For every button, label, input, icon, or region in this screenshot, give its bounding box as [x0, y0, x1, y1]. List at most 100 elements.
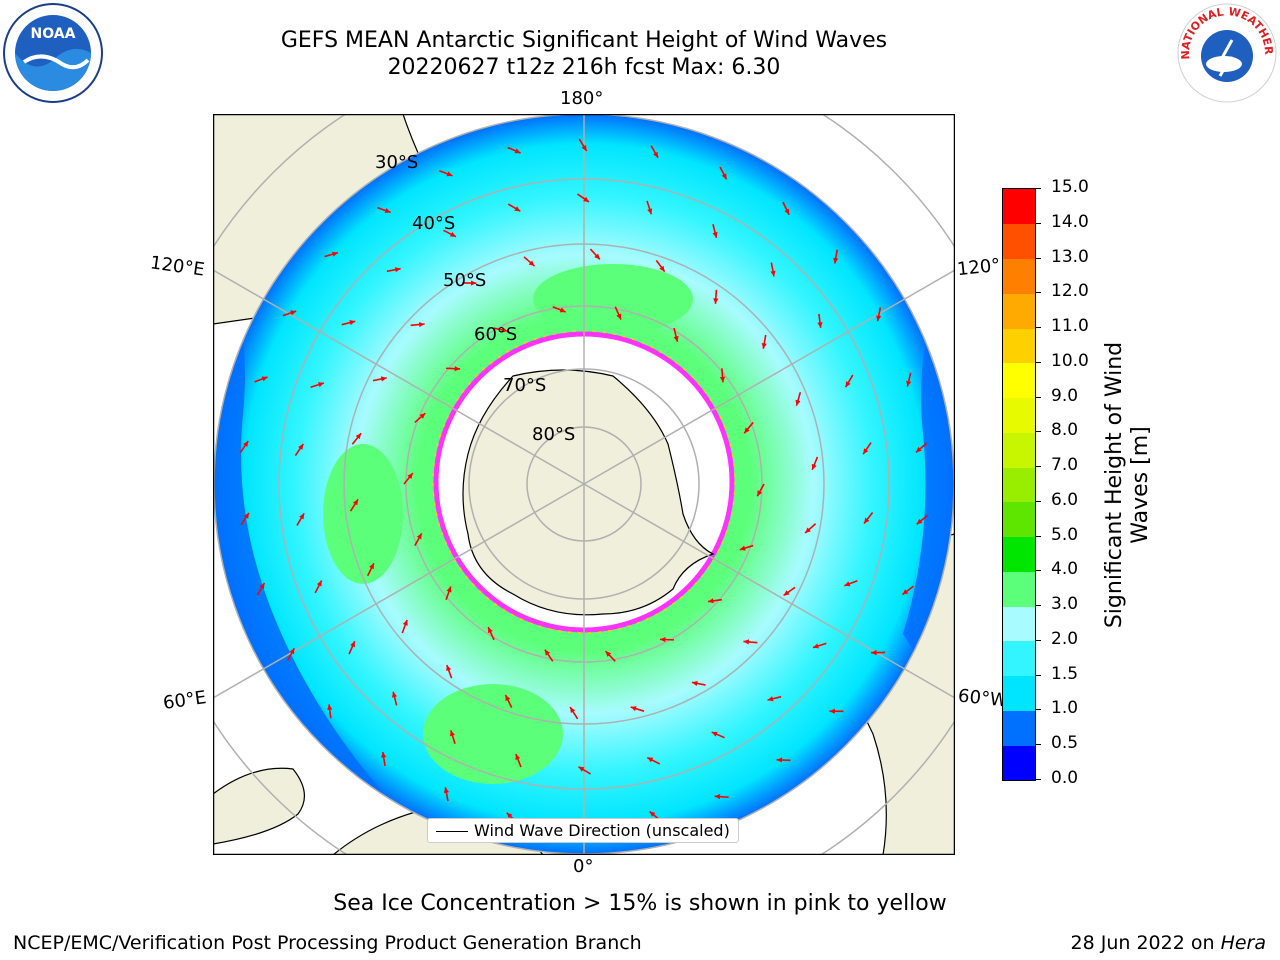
- wind-arrow-head: [757, 490, 763, 497]
- colorbar-segment: [1003, 675, 1035, 711]
- colorbar-tick-label: 7.0: [1051, 455, 1079, 476]
- wind-arrow-head: [506, 812, 513, 819]
- chart-subtitle: 20220627 t12z 216h fcst Max: 6.30: [387, 55, 781, 80]
- colorbar-tick-mark: [1035, 222, 1041, 224]
- sea-ice-note: Sea Ice Concentration > 15% is shown in …: [333, 891, 947, 916]
- colorbar-tick-label: 2.0: [1051, 628, 1079, 649]
- wind-arrow-head: [581, 145, 587, 152]
- wind-arrow-head: [630, 706, 637, 712]
- wind-arrow-head: [350, 641, 355, 648]
- wind-arrow-head: [583, 196, 590, 202]
- wind-arrow-head: [369, 563, 374, 570]
- colorbar-segment: [1003, 745, 1035, 781]
- wind-arrow-head: [355, 433, 362, 440]
- legend-label: Wind Wave Direction (unscaled): [474, 821, 730, 840]
- colorbar-tick-mark: [1035, 500, 1041, 502]
- colorbar-tick-label: 1.0: [1051, 698, 1079, 719]
- wind-arrow-head: [544, 649, 551, 656]
- colorbar-label-line1: Significant Height of Wind: [1102, 341, 1127, 629]
- wind-arrow-head: [352, 499, 359, 506]
- wind-arrow-head: [327, 704, 333, 711]
- wind-arrow-head: [659, 265, 665, 272]
- wind-arrow-head: [446, 586, 452, 593]
- colorbar-tick-label: 9.0: [1051, 385, 1079, 406]
- wind-arrow-head: [829, 708, 835, 714]
- colorbar-segment: [1003, 640, 1035, 677]
- colorbar-tick-mark: [1035, 639, 1041, 641]
- wind-arrow-head: [384, 208, 391, 213]
- colorbar-tick-mark: [1035, 257, 1041, 259]
- wind-arrow-head: [864, 517, 870, 524]
- lat-label-30s: 30°S: [375, 152, 419, 173]
- colorbar-segment: [1003, 467, 1035, 503]
- wind-arrow-head: [744, 427, 750, 434]
- lat-label-80s: 80°S: [532, 424, 576, 445]
- wind-arrow-head: [805, 527, 811, 533]
- lon-label-120e: 120°E: [148, 252, 206, 281]
- lon-label-60w: 60°W: [957, 685, 1009, 712]
- colorbar-segment: [1003, 293, 1035, 329]
- colorbar-segment: [1003, 432, 1035, 468]
- colorbar-segment: [1003, 606, 1035, 642]
- wind-arrow-head: [514, 148, 521, 154]
- wind-arrow-head: [380, 376, 387, 382]
- footer-date: 28 Jun 2022 on: [1070, 932, 1221, 954]
- wind-arrow-head: [784, 208, 790, 215]
- colorbar-tick-mark: [1035, 396, 1041, 398]
- wind-arrow-head: [594, 253, 600, 260]
- wind-arrow-head: [871, 649, 877, 656]
- lat-label-60s: 60°S: [474, 324, 518, 345]
- polar-map: [213, 114, 955, 855]
- wind-arrow-head: [616, 313, 622, 320]
- wind-arrow-head: [811, 463, 817, 470]
- wind-arrow-head: [407, 473, 413, 479]
- nws-logo: NATIONAL WEATHER SERVICE: [1176, 2, 1277, 103]
- wind-arrow-head: [454, 366, 461, 372]
- wind-arrow-head: [243, 440, 249, 447]
- wind-arrow-head: [714, 794, 721, 800]
- colorbar-tick-mark: [1035, 570, 1041, 572]
- wind-arrow-head: [844, 581, 851, 587]
- lon-label-60e: 60°E: [161, 687, 208, 714]
- colorbar-tick-label: 14.0: [1051, 211, 1089, 232]
- wind-arrow-head: [653, 151, 659, 158]
- wind-arrow-head: [515, 754, 521, 760]
- colorbar-segment: [1003, 710, 1035, 746]
- wind-arrow-head: [673, 335, 679, 342]
- colorbar-ticks: 0.0 0.5 1.0 1.5 2.0 3.0 4.0 5.0 6.0 7.0 8.0 9.0 10.0…: [1035, 177, 1105, 788]
- colorbar-tick-label: 11.0: [1051, 316, 1089, 337]
- wind-arrow-head: [795, 399, 801, 406]
- wind-arrow-head: [289, 648, 295, 655]
- wind-arrow-head: [770, 270, 776, 277]
- colorbar-segment: [1003, 362, 1035, 399]
- wind-arrow-head: [916, 518, 923, 525]
- wind-arrow-head: [761, 343, 767, 349]
- colorbar-tick-mark: [1035, 744, 1041, 746]
- wind-arrow-head: [419, 413, 426, 419]
- colorbar-segment: [1003, 258, 1035, 294]
- wind-arrow-head: [394, 267, 401, 273]
- colorbar-tick-mark: [1035, 709, 1041, 711]
- wind-arrow-head: [649, 811, 656, 817]
- colorbar-tick-label: 4.0: [1051, 559, 1079, 580]
- colorbar-tick-mark: [1035, 466, 1041, 468]
- wind-arrow-head: [316, 580, 322, 587]
- colorbar-tick-label: 8.0: [1051, 420, 1079, 441]
- wind-arrow-head: [719, 376, 726, 383]
- colorbar-tick-mark: [1035, 779, 1041, 780]
- wind-arrow-head: [817, 322, 823, 328]
- colorbar-tick-mark: [1035, 535, 1041, 537]
- wind-arrow-head: [317, 382, 324, 388]
- colorbar-tick-label: 0.0: [1051, 768, 1079, 788]
- wind-arrow-head: [290, 310, 297, 316]
- colorbar-label-line2: Waves [m]: [1128, 426, 1153, 544]
- colorbar-tick-mark: [1035, 605, 1041, 607]
- wind-arrow-head: [501, 327, 508, 333]
- wind-arrow-head: [416, 533, 422, 540]
- lon-label-0: 0°: [573, 856, 594, 877]
- wind-arrow-head: [578, 766, 585, 772]
- wind-arrow-head: [845, 381, 851, 388]
- colorbar-tick-label: 0.5: [1051, 733, 1079, 754]
- wind-arrow-head: [711, 731, 718, 737]
- colorbar-tick-label: 10.0: [1051, 350, 1089, 371]
